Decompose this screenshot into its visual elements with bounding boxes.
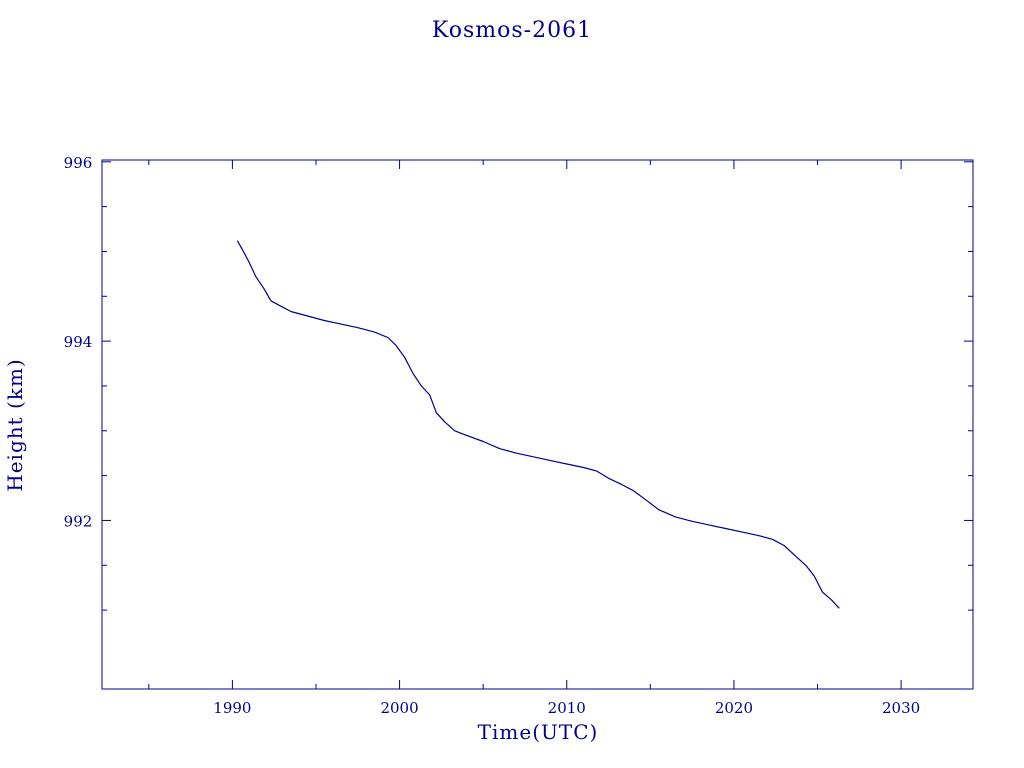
x-tick-labels: 1990 2000 2010 2020 2030: [213, 699, 920, 717]
x-tick-label: 1990: [213, 699, 251, 717]
x-tick-label: 2000: [380, 699, 418, 717]
y-tick-label: 992: [64, 512, 93, 530]
x-tick-label: 2020: [715, 699, 753, 717]
y-axis-label: Height (km): [3, 358, 27, 491]
series-line-1: [236, 240, 840, 609]
series-group: [236, 240, 840, 609]
x-tick-label: 2030: [882, 699, 920, 717]
axis-ticks: [102, 160, 973, 689]
y-tick-label: 994: [64, 333, 93, 351]
x-tick-label: 2010: [548, 699, 586, 717]
y-tick-label: 996: [64, 154, 93, 172]
x-axis-label: Time(UTC): [478, 720, 599, 744]
y-tick-labels: 992 994 996: [64, 154, 93, 531]
chart-title: Kosmos-2061: [432, 18, 592, 43]
plot-frame: [101, 159, 974, 690]
